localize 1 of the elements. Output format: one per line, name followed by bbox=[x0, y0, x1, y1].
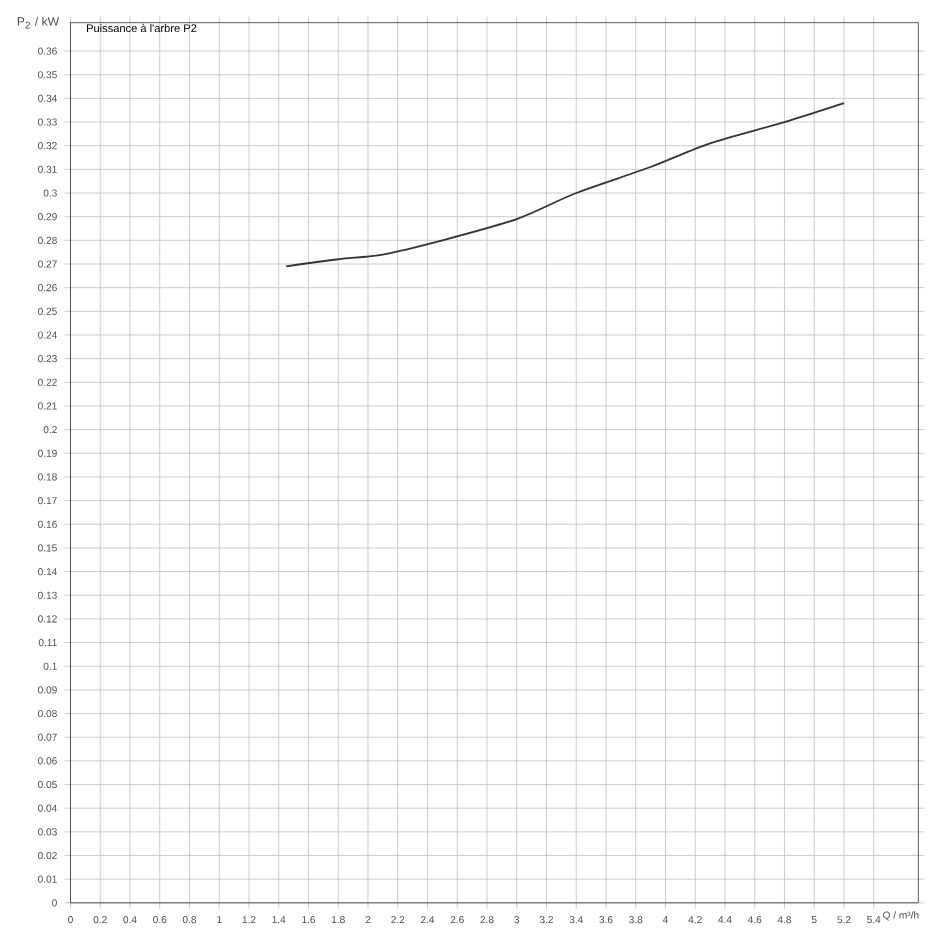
line-series bbox=[284, 102, 845, 268]
